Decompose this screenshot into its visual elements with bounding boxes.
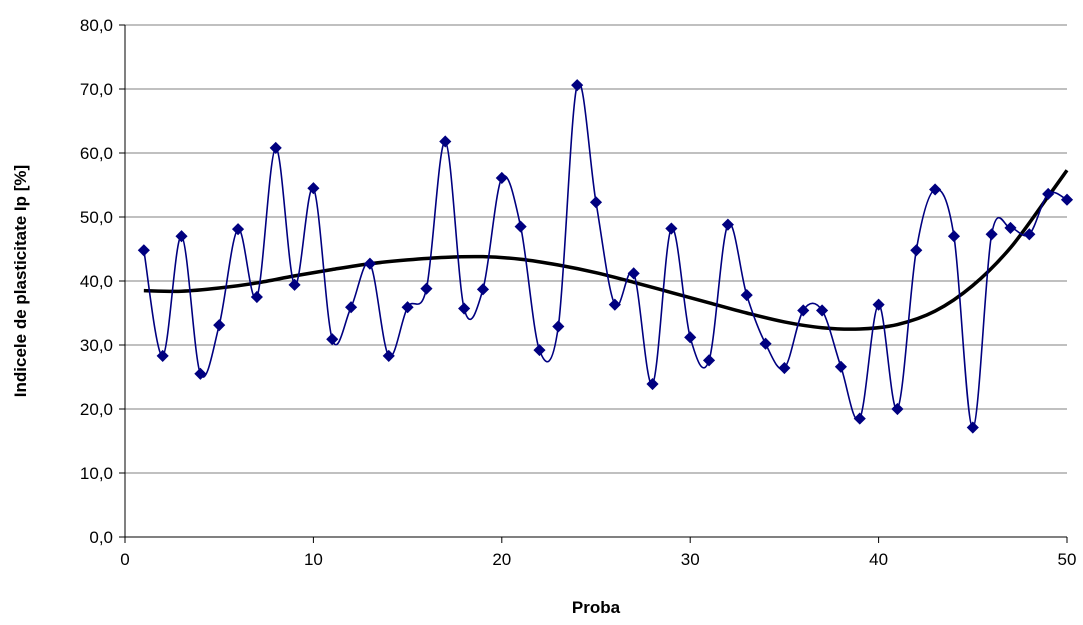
data-point — [816, 304, 829, 317]
data-point — [571, 79, 584, 92]
y-tick-label: 20,0 — [80, 400, 113, 419]
data-point — [1023, 228, 1036, 241]
tick-labels: 0,0 10,0 20,0 30,0 40,0 50,0 60,0 70,0 80,0 0 10 20… — [80, 16, 1077, 569]
data-point — [985, 228, 998, 241]
data-point — [627, 267, 640, 280]
data-point — [382, 349, 395, 362]
data-point — [684, 331, 697, 344]
y-tick-label: 10,0 — [80, 464, 113, 483]
data-point — [891, 402, 904, 416]
data-point — [288, 278, 301, 291]
x-tick-label: 50 — [1058, 550, 1077, 569]
series-layer — [143, 81, 1068, 429]
y-axis-title: Indicele de plasticitate Ip [%] — [11, 165, 30, 397]
data-point — [533, 344, 546, 357]
x-tick-label: 40 — [869, 550, 888, 569]
data-point — [476, 283, 490, 296]
y-tick-label: 0,0 — [89, 528, 113, 547]
data-point — [552, 320, 565, 333]
data-point — [740, 289, 753, 302]
data-point — [1042, 187, 1055, 201]
data-point — [778, 361, 791, 375]
markers-layer — [137, 79, 1074, 434]
data-point — [947, 230, 961, 243]
data-point — [194, 367, 207, 380]
data-point — [834, 360, 847, 373]
data-point — [608, 298, 621, 311]
data-point — [589, 196, 603, 209]
data-point — [929, 183, 942, 196]
y-tick-label: 70,0 — [80, 80, 113, 99]
axes — [119, 24, 1068, 543]
data-point — [797, 304, 810, 317]
data-point — [156, 349, 169, 362]
data-point — [872, 298, 885, 311]
trendline-layer — [143, 169, 1069, 331]
y-tick-label: 40,0 — [80, 272, 113, 291]
data-point — [458, 302, 471, 315]
data-point — [213, 319, 226, 332]
y-tick-label: 30,0 — [80, 336, 113, 355]
data-point — [231, 223, 245, 236]
data-point — [646, 377, 659, 391]
data-point — [175, 230, 188, 243]
gridlines — [125, 24, 1067, 474]
y-tick-label: 60,0 — [80, 144, 113, 163]
data-point — [665, 222, 678, 235]
data-point — [966, 421, 979, 434]
trendline — [143, 169, 1069, 331]
data-point — [401, 301, 414, 314]
data-point — [269, 141, 282, 154]
data-point — [307, 182, 320, 195]
data-point — [910, 244, 923, 257]
y-tick-label: 80,0 — [80, 16, 113, 35]
data-point — [702, 354, 716, 367]
x-tick-label: 20 — [492, 550, 511, 569]
data-point — [1060, 193, 1074, 206]
data-point — [137, 244, 150, 257]
data-point — [363, 257, 376, 270]
data-point — [250, 290, 263, 304]
y-tick-label: 50,0 — [80, 208, 113, 227]
data-point — [759, 337, 772, 350]
x-axis-title: Proba — [572, 598, 621, 617]
data-point — [514, 220, 527, 233]
data-point — [345, 301, 358, 314]
data-point — [495, 171, 508, 185]
data-point — [439, 135, 452, 148]
data-point — [1004, 221, 1017, 234]
x-tick-label: 0 — [120, 550, 129, 569]
x-tick-label: 30 — [681, 550, 700, 569]
series-line — [143, 81, 1068, 429]
data-point — [326, 333, 339, 346]
data-point — [721, 218, 734, 231]
x-tick-label: 10 — [304, 550, 323, 569]
data-point — [853, 412, 866, 425]
data-point — [420, 282, 433, 295]
